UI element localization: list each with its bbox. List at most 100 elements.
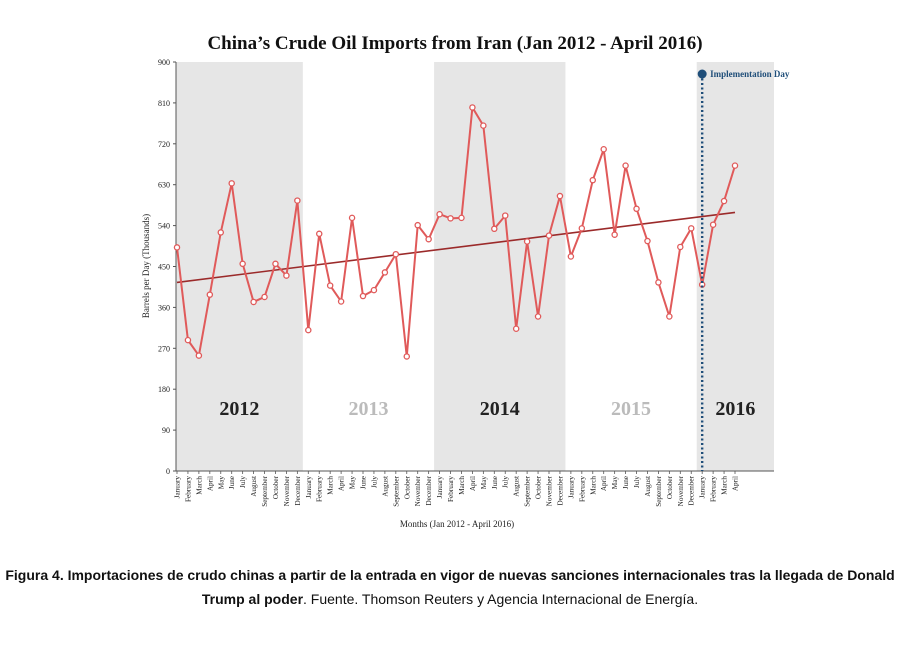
data-point bbox=[731, 162, 739, 169]
x-tick-label: September bbox=[392, 475, 400, 506]
data-point bbox=[666, 313, 673, 320]
x-tick-label: January bbox=[567, 476, 575, 499]
x-tick-label: February bbox=[710, 476, 718, 502]
data-point bbox=[469, 104, 476, 111]
data-point bbox=[512, 325, 520, 333]
year-bands bbox=[176, 62, 774, 471]
x-tick-label: April bbox=[600, 476, 608, 491]
data-point bbox=[600, 146, 607, 153]
y-tick-label: 810 bbox=[158, 99, 170, 108]
data-point bbox=[217, 229, 225, 236]
year-label-2013: 2013 bbox=[348, 398, 388, 420]
year-label-2014: 2014 bbox=[480, 398, 520, 420]
x-tick-label: October bbox=[272, 475, 280, 499]
caption-bold: Figura 4. Importaciones de crudo chinas … bbox=[5, 567, 895, 607]
data-point bbox=[644, 237, 651, 245]
x-tick-label: January bbox=[174, 476, 182, 499]
data-point bbox=[611, 231, 618, 238]
x-tick-label: July bbox=[633, 476, 641, 488]
y-tick-label: 360 bbox=[158, 303, 170, 312]
data-point bbox=[294, 197, 301, 204]
data-point bbox=[326, 282, 334, 289]
y-tick-label: 270 bbox=[158, 344, 170, 353]
year-band-2012 bbox=[176, 62, 303, 471]
x-tick-label: May bbox=[480, 476, 488, 490]
data-point bbox=[272, 260, 279, 268]
x-tick-label: February bbox=[447, 476, 455, 502]
data-point bbox=[425, 235, 432, 243]
x-tick-label: September bbox=[261, 475, 269, 506]
implementation-day-label: Implementation Day bbox=[710, 69, 790, 79]
data-point bbox=[195, 352, 203, 359]
data-point bbox=[315, 230, 323, 238]
data-point bbox=[491, 225, 498, 233]
x-tick-label: February bbox=[184, 476, 192, 502]
x-tick-label: August bbox=[250, 476, 258, 497]
data-point bbox=[283, 272, 290, 279]
data-point bbox=[403, 353, 411, 360]
y-tick-label: 540 bbox=[158, 222, 170, 231]
implementation-day-marker bbox=[697, 69, 707, 79]
x-tick-label: October bbox=[403, 475, 411, 499]
data-point bbox=[545, 232, 553, 239]
data-point bbox=[228, 180, 235, 187]
year-label-2012: 2012 bbox=[219, 398, 259, 420]
data-point bbox=[567, 253, 575, 260]
data-point bbox=[556, 192, 564, 200]
x-tick-label: November bbox=[414, 475, 422, 506]
y-axis-label: Barrels per Day (Thousands) bbox=[141, 214, 151, 318]
x-tick-label: December bbox=[425, 475, 433, 505]
data-point bbox=[414, 221, 421, 229]
y-tick-label: 180 bbox=[158, 385, 170, 394]
x-tick-label: September bbox=[655, 475, 663, 506]
year-band-2016 bbox=[696, 62, 774, 471]
x-tick-label: November bbox=[283, 475, 291, 506]
data-point bbox=[633, 205, 640, 213]
x-tick-label: June bbox=[228, 476, 236, 489]
data-point bbox=[458, 214, 465, 222]
data-point bbox=[523, 238, 531, 245]
x-tick-label: June bbox=[622, 476, 630, 489]
x-tick-label: July bbox=[370, 476, 378, 488]
data-point bbox=[720, 197, 728, 205]
caption-normal: . Fuente. Thomson Reuters y Agencia Inte… bbox=[303, 591, 699, 607]
x-tick-label: July bbox=[239, 476, 247, 488]
y-tick-label: 450 bbox=[158, 263, 170, 272]
x-tick-label: February bbox=[316, 476, 324, 502]
y-tick-label: 630 bbox=[158, 181, 170, 190]
x-tick-label: January bbox=[699, 476, 707, 499]
data-point bbox=[239, 260, 246, 268]
year-label-2016: 2016 bbox=[715, 398, 755, 420]
x-tick-label: March bbox=[327, 476, 335, 495]
data-point bbox=[184, 336, 192, 344]
data-point bbox=[447, 215, 454, 222]
data-point bbox=[206, 291, 214, 298]
data-point bbox=[578, 225, 586, 232]
data-point bbox=[305, 326, 312, 334]
data-point bbox=[436, 210, 443, 218]
y-tick-label: 90 bbox=[162, 426, 170, 435]
x-tick-label: October bbox=[535, 475, 543, 499]
chart-title: China’s Crude Oil Imports from Iran (Jan… bbox=[207, 33, 702, 54]
x-tick-label: January bbox=[436, 476, 444, 499]
x-tick-label: November bbox=[546, 475, 554, 506]
x-tick-label: May bbox=[349, 476, 357, 490]
y-tick-label: 900 bbox=[158, 58, 170, 67]
x-tick-label: December bbox=[294, 475, 302, 505]
year-labels: 2012 2013 2014 2015 2016 bbox=[219, 398, 755, 420]
x-tick-label: October bbox=[666, 475, 674, 499]
x-tick-label: December bbox=[688, 475, 696, 505]
data-point bbox=[709, 221, 717, 228]
data-point bbox=[687, 225, 695, 232]
series-line bbox=[176, 106, 736, 358]
x-tick-label: May bbox=[217, 476, 225, 490]
annotation-layer: Implementation Day bbox=[697, 69, 790, 471]
x-tick-label: February bbox=[578, 476, 586, 502]
x-tick-label: November bbox=[677, 475, 685, 506]
data-point bbox=[359, 292, 367, 300]
x-tick-label: August bbox=[513, 476, 521, 497]
y-tick-label: 720 bbox=[158, 140, 170, 149]
data-point bbox=[501, 212, 509, 219]
data-point bbox=[589, 176, 597, 184]
